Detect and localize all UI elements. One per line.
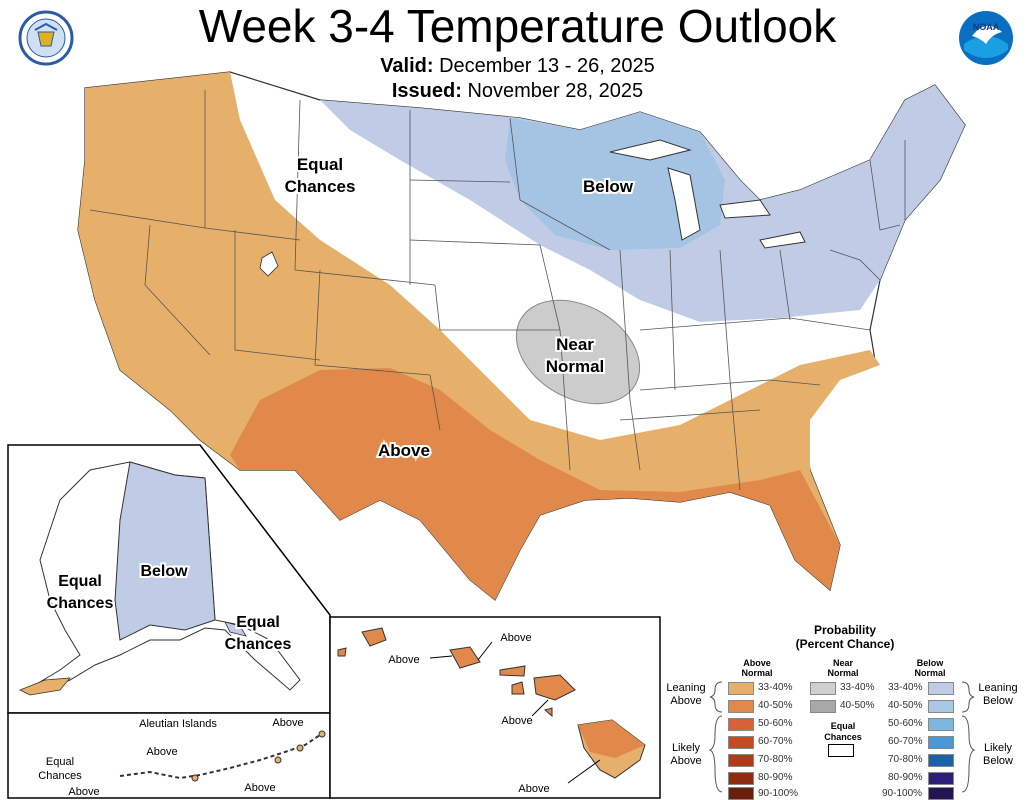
issued-label: Issued:	[391, 80, 462, 102]
near-swatch-1	[810, 700, 836, 713]
below-swatch-0	[928, 682, 954, 695]
likely-above-2: Above	[670, 755, 702, 767]
below-head-2: Normal	[914, 668, 946, 678]
probability-legend: Probability (Percent Chance) Above Norma…	[660, 620, 1030, 800]
near-head-1: Near	[832, 658, 853, 668]
above-swatch-2	[728, 718, 754, 731]
alaska-above-region	[19, 677, 71, 696]
near-head-2: Normal	[827, 668, 859, 678]
above-swatch-6	[728, 787, 754, 800]
below-range-4: 70-80%	[888, 754, 923, 765]
above-range-2: 50-60%	[758, 718, 793, 729]
alaska-equal-right-1: Equal	[236, 614, 280, 631]
conus-near-label-1: Near	[556, 335, 594, 354]
conus-equal-label-1: Equal	[297, 155, 343, 174]
above-head-2: Normal	[741, 668, 773, 678]
noaa-logo-icon: NOAA	[959, 11, 1013, 65]
state-boundaries	[89, 90, 906, 491]
alaska-inset: Below Equal Chances Equal Chances	[7, 444, 331, 714]
below-swatch-5	[928, 772, 954, 785]
below-range-1: 40-50%	[888, 700, 923, 711]
above-range-3: 60-70%	[758, 736, 793, 747]
above-swatch-1	[728, 700, 754, 713]
legend-braces	[708, 681, 976, 793]
below-range-6: 90-100%	[882, 788, 923, 799]
commerce-seal-icon	[18, 10, 74, 66]
alaska-below-label: Below	[140, 563, 188, 580]
hawaii-above-4: Above	[518, 783, 549, 795]
aleutian-equal-1: Equal	[46, 756, 74, 768]
near-swatch-0	[810, 682, 836, 695]
equal-chances-1: Equal	[830, 721, 856, 731]
map-title: Week 3-4 Temperature Outlook	[198, 0, 837, 52]
above-swatch-0	[728, 682, 754, 695]
valid-line: Valid: December 13 - 26, 2025	[0, 54, 1035, 78]
svg-text:NOAA: NOAA	[973, 22, 1000, 32]
near-range-0: 33-40%	[840, 682, 875, 693]
above-head-1: Above	[743, 658, 771, 668]
above-range-1: 40-50%	[758, 700, 793, 711]
near-normal-region	[515, 299, 641, 405]
conus-below-label: Below	[583, 177, 634, 196]
below-range-2: 50-60%	[888, 718, 923, 729]
aleutian-above-4: Above	[68, 786, 99, 798]
equal-chances-swatch	[828, 744, 854, 757]
above-swatch-5	[728, 772, 754, 785]
above-range-4: 70-80%	[758, 754, 793, 765]
hawaii-above-3: Above	[501, 715, 532, 727]
alaska-equal-left-2: Chances	[47, 595, 114, 612]
conus-above-label: Above	[378, 441, 430, 460]
aleutian-equal-2: Chances	[38, 770, 82, 782]
alaska-equal-right-2: Chances	[225, 636, 292, 653]
conus-equal-label-2: Chances	[285, 177, 356, 196]
hawaii-above-2: Above	[500, 632, 531, 644]
great-lakes	[609, 139, 806, 249]
leaning-above-1: Leaning	[666, 682, 706, 694]
leaning-above-2: Above	[670, 695, 702, 707]
likely-above-1: Likely	[671, 742, 701, 754]
hawaii-inset: Above Above Above Above	[329, 616, 661, 799]
leaning-below-1: Leaning	[978, 682, 1018, 694]
above-likely-region	[230, 368, 840, 600]
valid-label: Valid:	[380, 55, 434, 77]
aleutian-title: Aleutian Islands	[139, 718, 217, 730]
above-range-6: 90-100%	[758, 788, 799, 799]
legend-title-2: (Percent Chance)	[795, 637, 895, 651]
leaning-below-2: Below	[983, 695, 1013, 707]
issued-line: Issued: November 28, 2025	[0, 79, 1035, 103]
valid-dates: December 13 - 26, 2025	[439, 55, 655, 77]
legend-title-1: Probability	[813, 623, 876, 637]
near-range-1: 40-50%	[840, 700, 875, 711]
alaska-equal-left-1: Equal	[58, 573, 102, 590]
below-swatch-4	[928, 754, 954, 767]
above-range-5: 80-90%	[758, 772, 793, 783]
issued-date: November 28, 2025	[467, 80, 644, 102]
above-swatch-3	[728, 736, 754, 749]
likely-below-1: Likely	[983, 742, 1013, 754]
below-swatch-1	[928, 700, 954, 713]
alaska-below-region	[114, 461, 216, 641]
below-swatch-6	[928, 787, 954, 800]
below-swatch-2	[928, 718, 954, 731]
above-swatch-4	[728, 754, 754, 767]
conus-near-label-2: Normal	[546, 357, 605, 376]
below-range-3: 60-70%	[888, 736, 923, 747]
below-range-0: 33-40%	[888, 682, 923, 693]
above-range-0: 33-40%	[758, 682, 793, 693]
aleutian-above-1: Above	[146, 746, 177, 758]
aleutian-above-2: Above	[272, 717, 303, 729]
aleutian-inset: Aleutian Islands Above Above Above Above…	[7, 712, 331, 799]
below-range-5: 80-90%	[888, 772, 923, 783]
below-swatch-3	[928, 736, 954, 749]
aleutian-above-3: Above	[244, 782, 275, 794]
hawaii-above-1: Above	[388, 654, 419, 666]
equal-chances-2: Chances	[824, 732, 862, 742]
likely-below-2: Below	[983, 755, 1013, 767]
below-head-1: Below	[916, 658, 944, 668]
great-salt-lake	[259, 251, 279, 277]
